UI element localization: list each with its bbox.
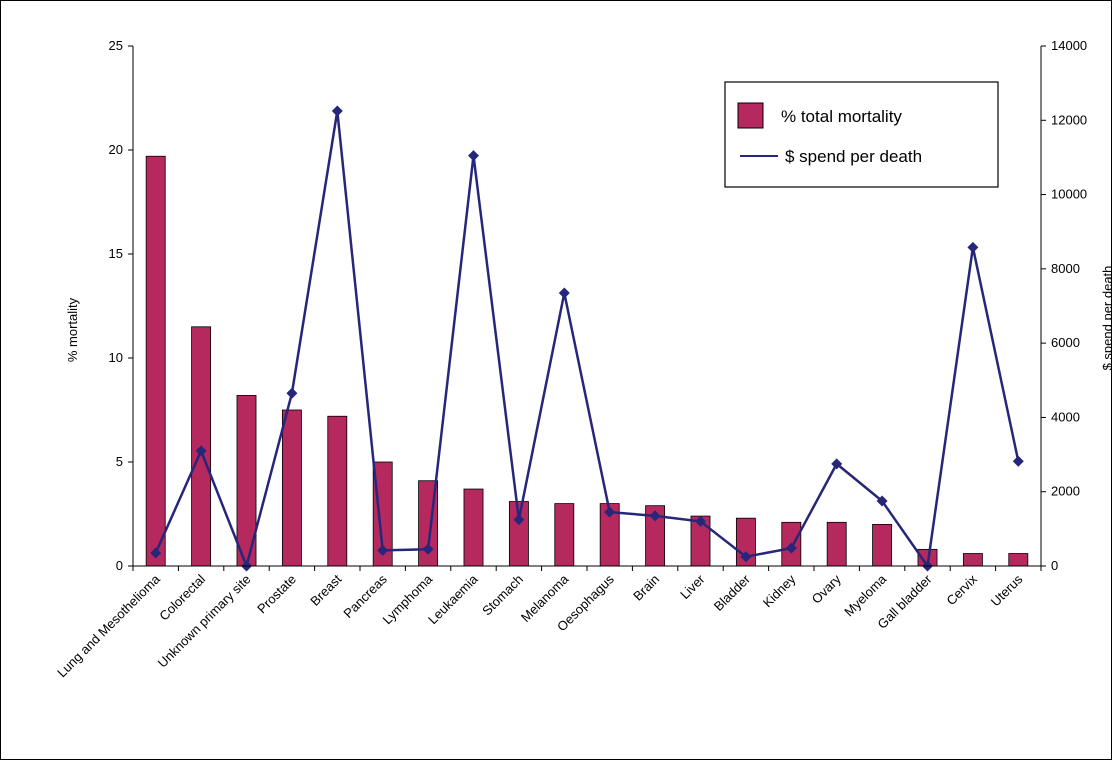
line-point [331, 105, 343, 117]
legend-line-label: $ spend per death [785, 147, 922, 166]
y-tick-label: 10 [109, 350, 123, 365]
series-line [154, 110, 1020, 571]
bar [826, 521, 847, 567]
line-point [604, 506, 616, 518]
bar [281, 409, 302, 567]
bar [872, 524, 893, 567]
y2-tick-label: 4000 [1051, 409, 1080, 424]
bar [145, 155, 166, 567]
legend-bar-label: % total mortality [781, 107, 902, 126]
line-point [967, 241, 979, 253]
line-point [377, 544, 389, 556]
bar [463, 488, 484, 567]
bar [327, 415, 348, 567]
line-point [195, 445, 207, 457]
y2-tick-label: 10000 [1051, 187, 1087, 202]
line-point [286, 387, 298, 399]
bar [1008, 553, 1029, 567]
bar [962, 553, 983, 567]
y-tick-label: 25 [109, 38, 123, 53]
legend-box [724, 81, 999, 188]
y-tick-label: 5 [116, 454, 123, 469]
y2-axis-title: $ spend per death [1100, 266, 1112, 371]
y-tick-label: 20 [109, 142, 123, 157]
line-point [876, 495, 888, 507]
y-tick-label: 15 [109, 246, 123, 261]
line-point [785, 542, 797, 554]
y2-tick-label: 2000 [1051, 484, 1080, 499]
line-point [649, 510, 661, 522]
line-point [422, 543, 434, 555]
line-point [468, 150, 479, 162]
line-point [513, 514, 525, 526]
line-point [740, 551, 752, 563]
legend-bar-swatch [737, 102, 764, 129]
line-point [150, 547, 162, 559]
line-point [558, 287, 570, 299]
y2-tick-label: 12000 [1051, 112, 1087, 127]
line-point [695, 515, 706, 527]
y-tick-label: 0 [116, 558, 123, 573]
y2-tick-label: 14000 [1051, 38, 1087, 53]
y2-tick-label: 6000 [1051, 335, 1080, 350]
legend: % total mortality $ spend per death [724, 81, 999, 188]
line-point [1012, 455, 1024, 467]
y2-tick-label: 8000 [1051, 261, 1080, 276]
bar [554, 503, 575, 567]
line-point [831, 458, 843, 470]
y-axis-title: % mortality [65, 297, 80, 362]
y2-tick-label: 0 [1051, 558, 1058, 573]
